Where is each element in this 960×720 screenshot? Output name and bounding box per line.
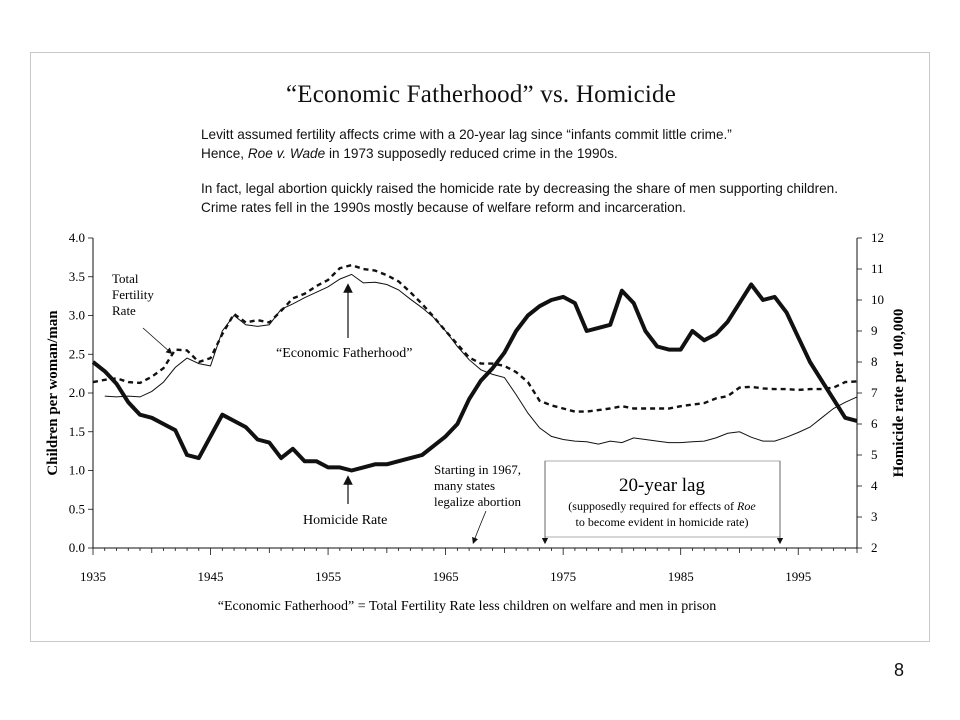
y-left-tick-label: 2.5 — [69, 346, 85, 361]
annotation-tfr-line-2: Fertility — [112, 287, 154, 302]
chart-panel: “Economic Fatherhood” vs. Homicide Levit… — [30, 52, 930, 642]
annotation-tfr-line-3: Rate — [112, 303, 136, 318]
note-line-2-post: in 1973 supposedly reduced crime in the … — [325, 146, 618, 161]
annotation-abortion-line-1: Starting in 1967, — [434, 462, 521, 477]
chart-series — [91, 263, 858, 473]
x-tick-label: 1985 — [668, 569, 694, 584]
x-tick-label: 1965 — [433, 569, 459, 584]
x-tick-label: 1975 — [550, 569, 576, 584]
y-left-tick-label: 1.5 — [69, 424, 85, 439]
chart-footnote: “Economic Fatherhood” = Total Fertility … — [218, 599, 716, 614]
y-left-tick-label: 0.0 — [69, 540, 85, 555]
note-line-4: Crime rates fell in the 1990s mostly bec… — [201, 200, 687, 215]
y-left-tick-label: 3.0 — [69, 308, 85, 323]
y-left-tick-label: 0.5 — [69, 501, 85, 516]
chart-title: “Economic Fatherhood” vs. Homicide — [285, 81, 677, 108]
annotation-economic-fatherhood: “Economic Fatherhood” — [276, 346, 412, 361]
y-right-tick-label: 2 — [871, 540, 878, 555]
y-right-tick-label: 10 — [871, 292, 884, 307]
y-right-axis-title: Homicide rate per 100,000 — [891, 309, 907, 478]
annotation-tfr-line-1: Total — [112, 271, 139, 286]
y-left-tick-label: 4.0 — [69, 230, 85, 245]
y-right-tick-label: 5 — [871, 447, 878, 462]
economic-fatherhood-line — [92, 263, 858, 413]
note-line-1: Levitt assumed fertility affects crime w… — [201, 127, 732, 142]
y-left-axis-title: Children per woman/man — [45, 310, 61, 476]
abortion-pointer — [472, 510, 487, 545]
chart-claim-note: In fact, legal abortion quickly raised t… — [201, 179, 911, 217]
chart-intro-note: Levitt assumed fertility affects crime w… — [201, 125, 911, 163]
y-left-tick-label: 2.0 — [69, 385, 85, 400]
chart-annotations: Total Fertility Rate “Economic Fatherhoo… — [112, 271, 784, 545]
lag-note-text: (supposedly required for effects of — [568, 499, 737, 513]
lag-note-line-2: to become evident in homicide rate) — [576, 515, 749, 529]
note-line-2-italic: Roe v. Wade — [247, 146, 326, 161]
y-right-tick-label: 7 — [871, 385, 878, 400]
lag-title: 20-year lag — [619, 475, 705, 496]
lag-note-roe: Roe — [736, 499, 756, 513]
y-right-tick-label: 11 — [871, 261, 884, 276]
y-right-tick-label: 12 — [871, 230, 884, 245]
page-number: 8 — [893, 660, 904, 680]
y-right-tick-label: 8 — [871, 354, 878, 369]
x-tick-label: 1995 — [785, 569, 811, 584]
note-line-3: In fact, legal abortion quickly raised t… — [201, 181, 839, 196]
chart-axes: 1935 1945 1955 1965 1975 1985 1995 0.0 0.5 1.0 1.5… — [45, 230, 907, 584]
total-fertility-rate-line — [104, 273, 858, 445]
x-tick-label: 1935 — [80, 569, 106, 584]
annotation-abortion-line-2: many states — [434, 478, 495, 493]
annotation-abortion-line-3: legalize abortion — [434, 494, 521, 509]
y-right-tick-label: 6 — [871, 416, 878, 431]
homicide-rate-line — [91, 282, 858, 473]
y-right-tick-label: 3 — [871, 509, 878, 524]
note-line-2: Hence, Roe v. Wade in 1973 supposedly re… — [201, 144, 911, 163]
y-right-tick-label: 4 — [871, 478, 878, 493]
annotation-homicide-rate: Homicide Rate — [303, 513, 387, 528]
note-line-2-pre: Hence, — [201, 146, 248, 161]
y-right-tick-label: 9 — [871, 323, 878, 338]
lag-note-line-1: (supposedly required for effects of Roe — [568, 499, 756, 513]
x-tick-label: 1955 — [315, 569, 341, 584]
y-left-tick-label: 1.0 — [69, 463, 85, 478]
x-tick-label: 1945 — [198, 569, 224, 584]
y-left-tick-label: 3.5 — [69, 269, 85, 284]
tfr-pointer — [142, 327, 173, 355]
